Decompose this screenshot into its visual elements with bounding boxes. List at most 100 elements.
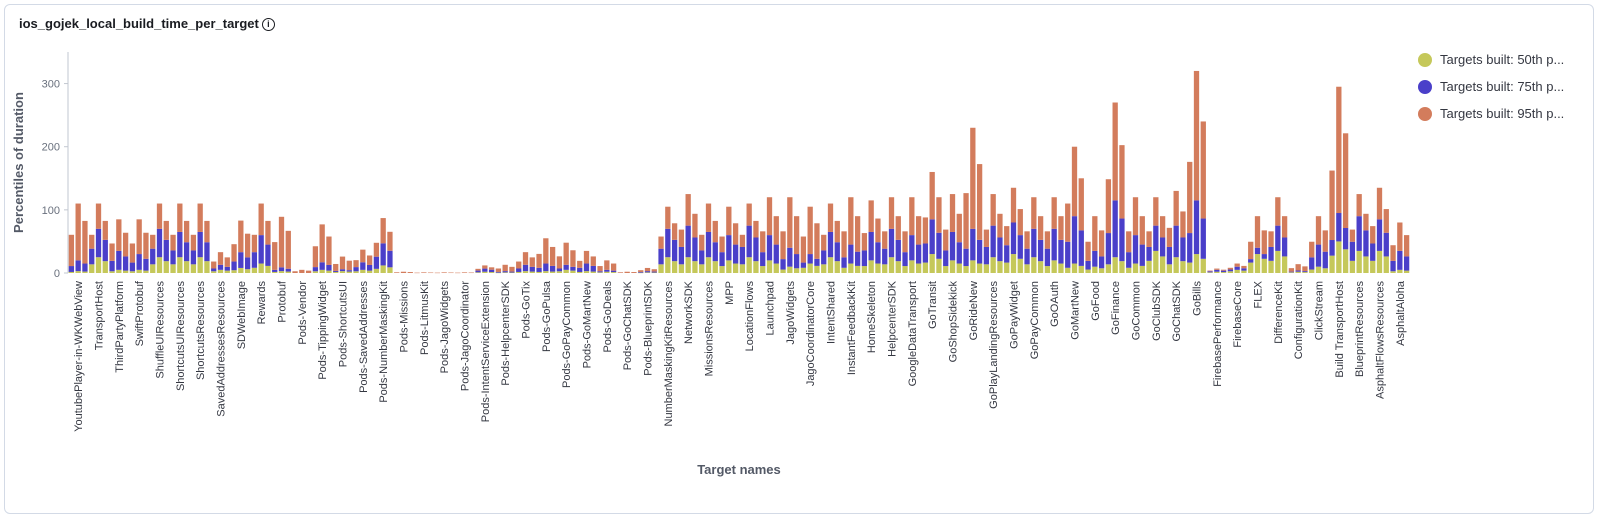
bar-segment	[1336, 213, 1342, 242]
bar-segment	[543, 263, 549, 272]
bar-segment	[387, 267, 393, 273]
bar-segment	[150, 264, 156, 273]
x-tick-label: FLEX	[1253, 280, 1265, 308]
bar-segment	[854, 216, 861, 252]
bar-segment	[1166, 227, 1173, 247]
bar-segment	[353, 271, 359, 273]
bar-segment	[583, 271, 590, 273]
bar-segment	[1166, 264, 1173, 273]
bar-segment	[854, 265, 861, 273]
bar-segment	[583, 250, 590, 264]
bar-segment	[597, 266, 603, 272]
bar-segment	[1139, 265, 1145, 273]
bar-segment	[1037, 239, 1044, 262]
bar-segment	[787, 197, 793, 248]
bar-segment	[1254, 254, 1261, 273]
bar-segment	[156, 228, 163, 258]
bar-segment	[719, 252, 725, 267]
bar-segment	[143, 232, 149, 259]
bar-segment	[1214, 269, 1220, 272]
bar-segment	[217, 252, 224, 265]
bar-segment	[122, 232, 129, 257]
bar-segment	[197, 231, 203, 258]
x-tick-label: NumberMaskingKitResources	[663, 281, 675, 427]
bar-segment	[834, 220, 840, 243]
bar-segment	[1268, 260, 1274, 273]
bar-segment	[1227, 269, 1234, 272]
bar-segment	[177, 203, 183, 232]
legend-label: Targets built: 50th p...	[1440, 52, 1565, 67]
bar-segment	[68, 234, 75, 267]
bar-segment	[1302, 271, 1308, 273]
bar-segment	[238, 252, 244, 268]
legend-item[interactable]: Targets built: 75th p...	[1418, 73, 1588, 100]
bar-segment	[1146, 246, 1152, 261]
bar-segment	[68, 266, 75, 272]
bar-segment	[909, 260, 915, 273]
info-icon[interactable]: i	[261, 18, 275, 31]
bar-segment	[671, 223, 678, 240]
bar-segment	[882, 264, 888, 273]
x-tick-label: GoogleDataTransport	[907, 281, 919, 386]
x-tick-label: MissionsResources	[704, 281, 716, 377]
bar-segment	[197, 203, 203, 232]
bar-segment	[163, 239, 169, 262]
x-tick-label: ConfigurationKit	[1293, 281, 1305, 359]
bar-segment	[543, 271, 549, 273]
bar-segment	[319, 262, 325, 270]
bar-segment	[800, 262, 807, 268]
bar-segment	[638, 271, 644, 273]
bar-segment	[1315, 266, 1322, 273]
bar-segment	[1187, 233, 1193, 263]
bar-segment	[929, 254, 935, 273]
bar-segment	[407, 272, 413, 273]
bar-segment	[1363, 230, 1369, 257]
bar-segment	[1207, 271, 1213, 273]
bar-segment	[1078, 230, 1084, 266]
bar-segment	[272, 271, 278, 273]
bar-segment	[136, 269, 142, 273]
bar-segment	[970, 127, 976, 229]
bar-segment	[739, 246, 746, 265]
bar-segment	[705, 257, 712, 273]
bar-segment	[1010, 187, 1017, 223]
legend-item[interactable]: Targets built: 95th p...	[1418, 100, 1588, 127]
bar-segment	[1187, 161, 1193, 234]
x-tick-label: ClickStream	[1314, 281, 1326, 340]
bar-segment	[1044, 248, 1051, 267]
bar-segment	[1153, 250, 1159, 273]
bar-segment	[963, 248, 969, 267]
bar-segment	[1065, 241, 1071, 268]
bar-segment	[895, 216, 901, 240]
bar-segment	[1051, 260, 1057, 273]
bar-segment	[773, 263, 779, 273]
bar-segment	[1254, 216, 1261, 248]
bar-segment	[509, 271, 515, 273]
x-tick-label: Pods-HelpcenterSDK	[500, 280, 512, 385]
bar-segment	[1275, 197, 1281, 226]
bar-segment	[1098, 230, 1105, 257]
bar-segment	[549, 271, 556, 273]
bar-segment	[746, 203, 752, 226]
bar-segment	[556, 271, 563, 273]
bar-segment	[909, 197, 915, 236]
bar-segment	[536, 253, 542, 268]
bar-segment	[1349, 260, 1356, 273]
bar-segment	[522, 264, 529, 272]
bar-segment	[1037, 216, 1044, 240]
bar-segment	[1302, 272, 1308, 273]
x-tick-label: Build TransportHost	[1334, 281, 1346, 378]
bar-segment	[644, 267, 651, 272]
bar-segment	[1159, 256, 1166, 273]
bar-segment	[1309, 269, 1315, 273]
bar-segment	[346, 271, 352, 273]
bar-segment	[997, 213, 1003, 238]
legend-item[interactable]: Targets built: 50th p...	[1418, 46, 1588, 73]
bar-segment	[1363, 256, 1369, 273]
bar-segment	[1098, 268, 1105, 273]
bar-segment	[265, 265, 271, 273]
bar-segment	[1241, 268, 1247, 271]
bar-segment	[1390, 245, 1396, 261]
bar-segment	[1180, 261, 1186, 273]
bar-segment	[875, 263, 881, 273]
